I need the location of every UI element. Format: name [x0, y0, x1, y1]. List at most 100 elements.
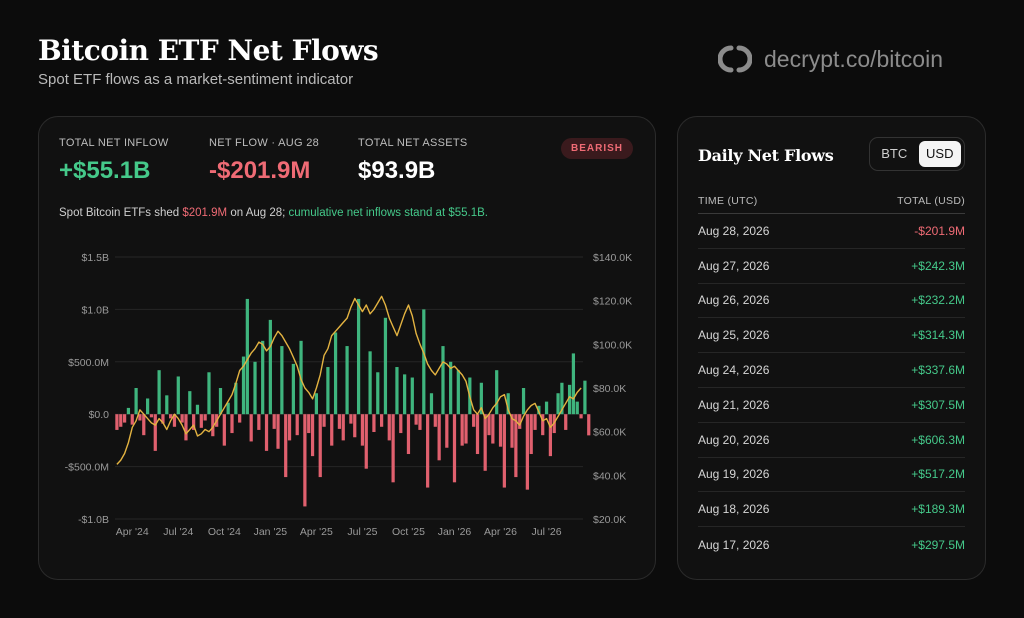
brand-link[interactable]: decrypt.co/bitcoin	[718, 44, 943, 74]
row-value: +$314.3M	[911, 328, 965, 343]
flow-bar	[122, 414, 127, 423]
row-value: +$337.6M	[911, 363, 965, 378]
y-right-tick-label: $20.0K	[593, 514, 626, 526]
flow-bar	[307, 414, 311, 434]
flow-bar	[349, 414, 353, 424]
flow-bar	[533, 414, 537, 430]
column-header-time: TIME (UTC)	[698, 195, 758, 207]
x-tick-label: Jul '24	[163, 526, 193, 537]
row-date: Aug 24, 2026	[698, 363, 770, 378]
flow-bar	[318, 414, 322, 478]
flow-bar	[222, 414, 226, 446]
flow-bar	[287, 414, 292, 441]
toggle-usd-button[interactable]: USD	[918, 141, 961, 167]
flow-bar	[472, 414, 476, 427]
toggle-btc-button[interactable]: BTC	[881, 146, 908, 161]
table-row[interactable]: Aug 24, 2026 +$337.6M	[698, 353, 965, 388]
y-left-tick-label: $500.0M	[68, 357, 109, 369]
flow-bar	[310, 414, 315, 457]
row-value: +$606.3M	[911, 432, 965, 447]
flow-bar	[192, 414, 196, 430]
table-row[interactable]: Aug 18, 2026 +$189.3M	[698, 492, 965, 528]
table-row[interactable]: Aug 20, 2026 +$606.3M	[698, 423, 965, 458]
row-date: Aug 18, 2026	[698, 502, 770, 517]
flow-bar	[560, 382, 564, 415]
flow-bar	[583, 380, 587, 415]
flow-bar	[356, 298, 361, 415]
flow-bar	[276, 414, 280, 449]
flow-bar	[368, 351, 372, 415]
flow-bar	[238, 414, 242, 423]
y-left-tick-label: $1.0B	[82, 304, 109, 316]
flow-bar	[449, 361, 453, 415]
x-tick-label: Jul '25	[347, 526, 377, 537]
table-row[interactable]: Aug 19, 2026 +$517.2M	[698, 458, 965, 493]
flow-bar	[429, 393, 434, 415]
summary-part-1: Spot Bitcoin ETFs shed	[59, 207, 183, 219]
table-row[interactable]: Aug 25, 2026 +$314.3M	[698, 318, 965, 354]
table-row[interactable]: Aug 17, 2026 +$297.5M	[698, 527, 965, 562]
flow-bar	[234, 382, 238, 415]
flow-bar	[184, 414, 188, 441]
flow-bar	[537, 405, 541, 415]
flow-bar	[345, 346, 349, 415]
row-date: Aug 21, 2026	[698, 397, 770, 412]
x-tick-label: Jan '26	[438, 526, 472, 537]
table-row[interactable]: Aug 27, 2026 +$242.3M	[698, 249, 965, 284]
table-row[interactable]: Aug 21, 2026 +$307.5M	[698, 388, 965, 423]
flow-bar	[422, 309, 426, 415]
flow-bar	[564, 414, 568, 430]
y-left-tick-label: -$1.0B	[78, 514, 109, 526]
flow-bar	[464, 414, 468, 444]
row-date: Aug 17, 2026	[698, 537, 770, 552]
stat-label: TOTAL NET ASSETS	[358, 137, 468, 149]
flow-bar	[521, 388, 526, 415]
flow-bar	[218, 388, 223, 415]
table-row[interactable]: Aug 28, 2026 -$201.9M	[698, 214, 965, 249]
flow-bar	[360, 414, 365, 446]
flow-bar	[203, 414, 207, 421]
x-tick-label: Apr '26	[484, 526, 517, 537]
flow-bar	[364, 414, 368, 469]
flow-bar	[130, 414, 134, 425]
flow-bar	[268, 319, 272, 415]
y-left-tick-label: $1.5B	[82, 252, 109, 264]
flow-bar	[157, 370, 161, 415]
flow-bar	[567, 384, 572, 415]
y-right-tick-label: $120.0K	[593, 296, 632, 308]
flow-bar	[134, 388, 138, 415]
stat-value: +$55.1B	[59, 157, 151, 184]
flow-bar	[387, 414, 391, 441]
flow-bar	[115, 414, 119, 430]
stat-label: NET FLOW · AUG 28	[209, 137, 320, 149]
flow-bar	[314, 393, 319, 415]
flow-bar	[280, 346, 284, 415]
flow-bar	[452, 414, 457, 483]
flow-bar	[456, 370, 460, 415]
daily-flows-table: Aug 28, 2026 -$201.9M Aug 27, 2026 +$242.3M…	[698, 214, 965, 562]
flow-bar	[445, 414, 449, 448]
flow-bar	[518, 414, 522, 429]
daily-net-flows-card: Daily Net Flows BTC USD TIME (UTC) TOTAL…	[677, 116, 986, 580]
column-header-total: TOTAL (USD)	[897, 195, 965, 207]
flow-bar	[376, 372, 380, 415]
flow-bar	[149, 414, 154, 418]
stat-total-net-assets: TOTAL NET ASSETS $93.9B	[358, 137, 468, 185]
summary-part-2: on Aug 28;	[227, 207, 289, 219]
flow-bar	[207, 372, 211, 415]
y-left-tick-label: -$500.0M	[65, 462, 109, 474]
x-tick-label: Jan '25	[254, 526, 288, 537]
flow-bar	[414, 414, 418, 425]
flow-bar	[145, 398, 150, 415]
row-date: Aug 28, 2026	[698, 223, 770, 238]
flow-bar	[241, 356, 246, 415]
flow-bar	[391, 414, 395, 483]
flow-bar	[226, 402, 230, 415]
x-tick-label: Apr '25	[300, 526, 333, 537]
flow-bar	[483, 414, 487, 471]
table-row[interactable]: Aug 26, 2026 +$232.2M	[698, 284, 965, 319]
unit-toggle: BTC USD	[869, 137, 965, 171]
flow-bar	[230, 414, 234, 434]
flow-bar	[161, 414, 165, 424]
summary-amount: $201.9M	[182, 207, 228, 219]
